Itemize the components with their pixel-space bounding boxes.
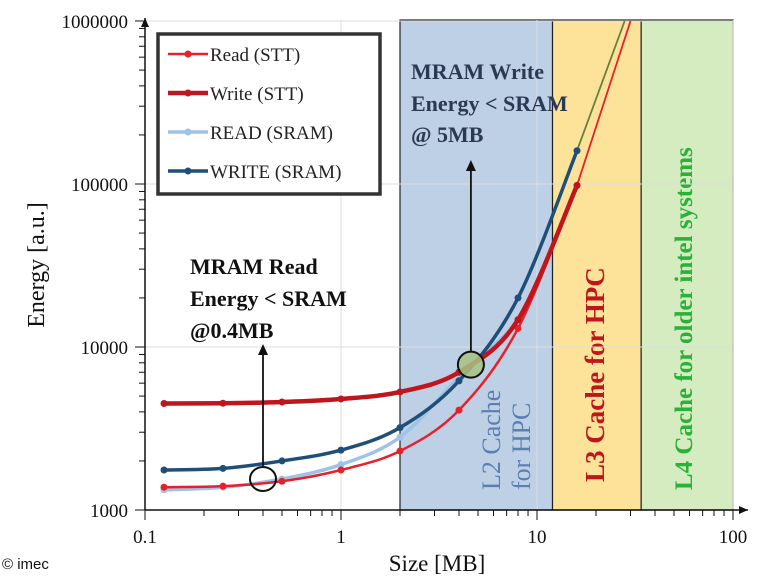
x-axis-arrow-icon: [739, 506, 748, 514]
series-extension: [576, 20, 626, 152]
region-label-l2-line2: for HPC: [507, 403, 536, 490]
data-point: [573, 147, 581, 155]
annotation-write-line: MRAM Write: [411, 59, 544, 84]
crossover-marker-read: [249, 465, 278, 492]
x-tick-label: 100: [719, 527, 748, 548]
data-point: [219, 399, 227, 407]
legend-marker: [184, 128, 192, 136]
data-point: [396, 433, 404, 441]
y-axis-label: Energy [a.u.]: [24, 202, 50, 328]
crossover-marker-write: [456, 350, 485, 379]
arrowhead-icon: [258, 344, 269, 355]
annotation-write-line: @ 5MB: [411, 122, 484, 147]
y-tick-label: 1000000: [62, 12, 129, 33]
arrowhead-icon: [465, 160, 476, 171]
data-point: [278, 457, 286, 465]
annotation-read-line: @0.4MB: [190, 318, 274, 343]
data-point: [337, 466, 345, 474]
data-point: [455, 406, 463, 414]
x-tick-label: 10: [528, 527, 547, 548]
data-point: [160, 466, 168, 474]
region-label-l4: L4 Cache for older intel systems: [671, 147, 698, 490]
data-point: [396, 447, 404, 455]
data-point: [337, 461, 345, 469]
data-point: [573, 181, 581, 189]
data-point: [278, 477, 286, 485]
region-label-l2-line1: L2 Cache: [477, 390, 506, 490]
legend-label: Write (STT): [210, 84, 304, 105]
copyright: © imec: [2, 556, 49, 573]
y-tick-label: 1000: [90, 501, 128, 522]
region-4-cache: [640, 19, 734, 511]
legend-marker: [184, 89, 192, 97]
y-axis-arrow-icon: [141, 18, 149, 27]
data-point: [160, 400, 168, 408]
data-point: [396, 388, 404, 396]
x-axis-label: Size [MB]: [389, 551, 485, 576]
series-extension: [576, 20, 632, 186]
y-tick-label: 100000: [71, 175, 128, 196]
annotation-read-line: Energy < SRAM: [190, 286, 347, 311]
legend-label: READ (SRAM): [210, 123, 333, 144]
legend-label: WRITE (SRAM): [210, 162, 341, 183]
series-line-write-stt-: [163, 184, 580, 406]
x-tick-label: 0.1: [133, 527, 157, 548]
data-point: [455, 377, 463, 385]
data-point: [219, 482, 227, 490]
annotation-write-line: Energy < SRAM: [411, 91, 568, 116]
data-point: [337, 395, 345, 403]
data-point: [278, 398, 286, 406]
region-3-cache: [551, 19, 642, 511]
legend-marker: [184, 167, 192, 175]
data-point: [514, 324, 522, 332]
legend-box: [156, 32, 382, 196]
data-point: [514, 316, 522, 324]
annotation-read-line: MRAM Read: [190, 254, 318, 279]
data-point: [396, 424, 404, 432]
region-label-l3: L3 Cache for HPC: [580, 267, 610, 482]
legend-marker: [184, 50, 192, 58]
x-tick-label: 1: [336, 527, 346, 548]
data-point: [514, 294, 522, 302]
region-2-cache: [399, 19, 554, 511]
data-point: [337, 446, 345, 454]
y-tick-label: 10000: [81, 338, 129, 359]
data-point: [160, 483, 168, 491]
legend-label: Read (STT): [210, 45, 300, 66]
data-point: [219, 464, 227, 472]
